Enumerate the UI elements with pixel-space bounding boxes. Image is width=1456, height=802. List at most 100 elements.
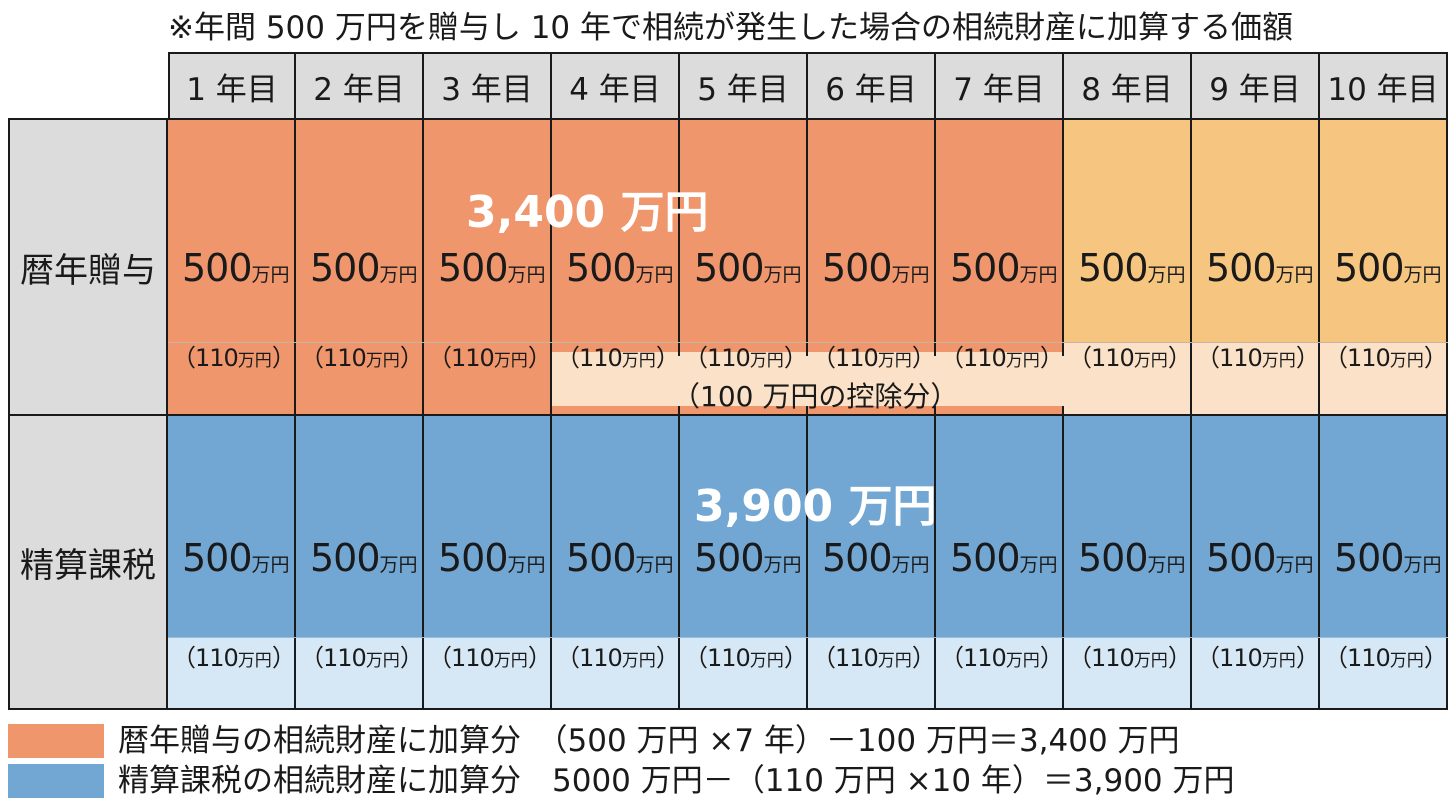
value-unit: 万円 xyxy=(379,264,418,286)
year-header: 10 年目 xyxy=(1318,52,1448,120)
seisan-paren-value: （110万円） xyxy=(940,644,1064,672)
value-unit: 万円 xyxy=(1403,264,1442,286)
column-divider xyxy=(294,120,296,416)
value-unit: 万円 xyxy=(635,264,674,286)
paren-unit: 万円 xyxy=(1261,651,1296,671)
paren-unit: 万円 xyxy=(621,651,656,671)
seisan-value: 500万円 xyxy=(1206,536,1314,580)
value-unit: 万円 xyxy=(635,554,674,576)
column-divider xyxy=(934,120,936,356)
paren-unit: 万円 xyxy=(493,351,528,371)
year-header: 5 年目 xyxy=(678,52,808,120)
reki-paren-value: （110万円） xyxy=(1324,344,1448,372)
paren-unit: 万円 xyxy=(1133,651,1168,671)
reki-value: 500万円 xyxy=(438,246,546,290)
paren-unit: 万円 xyxy=(365,351,400,371)
seisan-paren-value: （110万円） xyxy=(684,644,808,672)
paren-unit: 万円 xyxy=(1389,651,1424,671)
paren-unit: 万円 xyxy=(749,351,784,371)
seisan-paren-value: （110万円） xyxy=(172,644,296,672)
paren-unit: 万円 xyxy=(877,351,912,371)
seisan-value: 500万円 xyxy=(182,536,290,580)
paren-unit: 万円 xyxy=(621,351,656,371)
seisan-paren-band xyxy=(936,638,1062,708)
reki-value: 500万円 xyxy=(182,246,290,290)
column-divider xyxy=(1318,120,1320,416)
paren-unit: 万円 xyxy=(1133,351,1168,371)
paren-unit: 万円 xyxy=(1389,351,1424,371)
year-header: 8 年目 xyxy=(1062,52,1192,120)
value-unit: 万円 xyxy=(763,264,802,286)
seisan-value: 500万円 xyxy=(822,536,930,580)
column-divider xyxy=(422,120,424,416)
seisan-paren-band xyxy=(296,638,422,708)
seisan-paren-value: （110万円） xyxy=(812,644,936,672)
paren-unit: 万円 xyxy=(493,651,528,671)
seisan-paren-value: （110万円） xyxy=(1068,644,1192,672)
deduction-label: （100 万円の控除分） xyxy=(672,380,959,413)
paren-unit: 万円 xyxy=(1005,351,1040,371)
reki-paren-value: （110万円） xyxy=(940,344,1064,372)
seisan-paren-band xyxy=(552,638,678,708)
value-unit: 万円 xyxy=(1147,264,1186,286)
paren-unit: 万円 xyxy=(365,651,400,671)
seisan-paren-band xyxy=(1064,638,1190,708)
value-unit: 万円 xyxy=(891,554,930,576)
value-unit: 万円 xyxy=(1019,554,1058,576)
legend-seisan: 精算課税の相続財産に加算分 5000 万円－（110 万円 ×10 年）＝3,9… xyxy=(8,762,1448,800)
paren-unit: 万円 xyxy=(1261,351,1296,371)
seisan-value: 500万円 xyxy=(694,536,802,580)
legend-text-seisan: 精算課税の相続財産に加算分 5000 万円－（110 万円 ×10 年）＝3,9… xyxy=(118,763,1235,799)
column-divider xyxy=(166,120,168,416)
column-divider xyxy=(1062,120,1064,356)
paren-unit: 万円 xyxy=(237,351,272,371)
column-divider xyxy=(1190,120,1192,416)
value-unit: 万円 xyxy=(379,554,418,576)
year-header: 6 年目 xyxy=(806,52,936,120)
reki-paren-value: （110万円） xyxy=(1196,344,1320,372)
figure-title: ※年間 500 万円を贈与し 10 年で相続が発生した場合の相続財産に加算する価… xyxy=(168,10,1294,46)
legend-swatch-orange xyxy=(8,724,104,758)
column-divider xyxy=(806,120,808,356)
row-label-reki: 暦年贈与 xyxy=(8,118,168,416)
reki-paren-value: （110万円） xyxy=(300,344,424,372)
column-divider xyxy=(550,120,552,416)
value-unit: 万円 xyxy=(251,264,290,286)
value-unit: 万円 xyxy=(1019,264,1058,286)
reki-value: 500万円 xyxy=(1206,246,1314,290)
value-unit: 万円 xyxy=(1275,264,1314,286)
reki-value: 500万円 xyxy=(694,246,802,290)
seisan-paren-band xyxy=(808,638,934,708)
paren-unit: 万円 xyxy=(877,651,912,671)
paren-unit: 万円 xyxy=(1005,651,1040,671)
reki-paren-value: （110万円） xyxy=(556,344,680,372)
value-unit: 万円 xyxy=(507,264,546,286)
year-header: 2 年目 xyxy=(294,52,424,120)
seisan-paren-band xyxy=(1192,638,1318,708)
seisan-value: 500万円 xyxy=(950,536,1058,580)
reki-value: 500万円 xyxy=(822,246,930,290)
seisan-paren-value: （110万円） xyxy=(1196,644,1320,672)
seisan-paren-value: （110万円） xyxy=(556,644,680,672)
reki-value: 500万円 xyxy=(310,246,418,290)
seisan-value: 500万円 xyxy=(310,536,418,580)
seisan-paren-value: （110万円） xyxy=(300,644,424,672)
seisan-value: 500万円 xyxy=(1078,536,1186,580)
seisan-paren-band xyxy=(424,638,550,708)
seisan-paren-value: （110万円） xyxy=(1324,644,1448,672)
paren-unit: 万円 xyxy=(749,651,784,671)
year-header: 3 年目 xyxy=(422,52,552,120)
total-reki: 3,400 万円 xyxy=(466,187,709,238)
seisan-value: 500万円 xyxy=(566,536,674,580)
sub-row-divider xyxy=(168,637,1448,638)
reki-paren-value: （110万円） xyxy=(172,344,296,372)
seisan-value: 500万円 xyxy=(438,536,546,580)
reki-cell xyxy=(294,118,424,416)
year-header: 1 年目 xyxy=(168,52,296,120)
legend-reki: 暦年贈与の相続財産に加算分 （500 万円 ×7 年）－100 万円＝3,400… xyxy=(8,722,1448,760)
reki-value: 500万円 xyxy=(950,246,1058,290)
legend-swatch-blue xyxy=(8,764,104,798)
year-header: 9 年目 xyxy=(1190,52,1320,120)
reki-paren-value: （110万円） xyxy=(428,344,552,372)
seisan-value: 500万円 xyxy=(1334,536,1442,580)
